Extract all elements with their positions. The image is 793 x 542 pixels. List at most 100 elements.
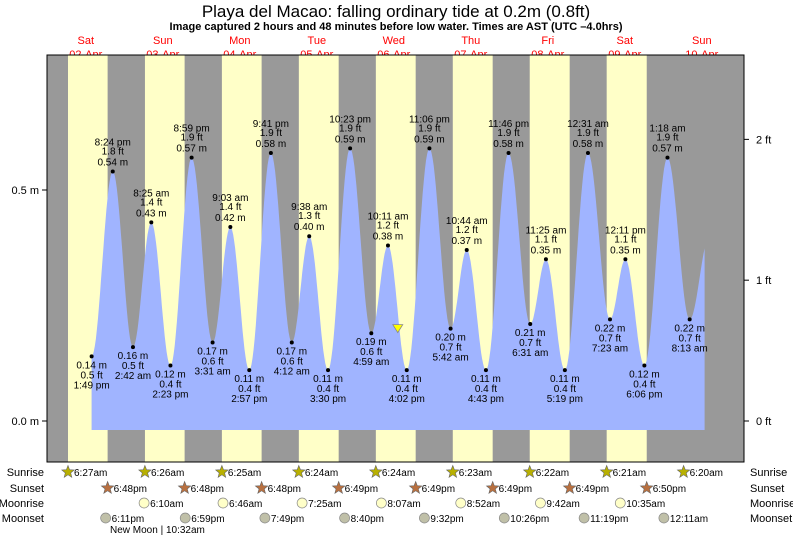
high-tide-point: 11:25 am1.1 ft0.35 m xyxy=(525,225,566,262)
tide-height-m-label: 0.59 m xyxy=(414,134,445,145)
right-axis-label: 1 ft xyxy=(756,275,771,287)
moonrise-time: 8:07am xyxy=(387,499,420,510)
high-tide-point: 9:03 am1.4 ft0.42 m xyxy=(212,193,248,229)
tide-dot xyxy=(369,331,374,336)
tide-height-m-label: 0.11 m xyxy=(550,374,580,385)
tide-height-ft-label: 1.2 ft xyxy=(377,220,399,231)
moonset-time: 6:59pm xyxy=(191,514,224,525)
tide-dot xyxy=(247,368,252,373)
tide-height-ft-label: 0.6 ft xyxy=(281,356,303,367)
tide-height-ft-label: 0.7 ft xyxy=(439,343,461,354)
tide-height-m-label: 0.11 m xyxy=(471,374,501,385)
sunrise-star-icon xyxy=(291,464,306,478)
tide-height-m-label: 0.22 m xyxy=(674,323,705,334)
tide-height-m-label: 0.12 m xyxy=(155,370,186,381)
tide-height-ft-label: 1.9 ft xyxy=(418,123,440,134)
moonset-event: 7:49pm xyxy=(259,512,304,525)
moonrise-icon xyxy=(535,497,546,509)
moonrise-event: 6:46am xyxy=(217,497,262,510)
sunrise-time: 6:24am xyxy=(382,468,415,479)
moonrise-time: 10:35am xyxy=(626,499,665,510)
sunrise-row-label-right: Sunrise xyxy=(750,467,787,479)
tide-time-label: 2:57 pm xyxy=(231,394,267,405)
low-tide-point: 0.21 m0.7 ft6:31 am xyxy=(512,321,548,359)
sunset-time: 6:48pm xyxy=(114,484,147,495)
tide-height-ft-label: 0.4 ft xyxy=(554,384,576,395)
tide-time-label: 10:44 am xyxy=(446,216,488,227)
tide-dot xyxy=(110,169,115,174)
tide-height-ft-label: 0.7 ft xyxy=(599,333,621,344)
tide-time-label: 3:30 pm xyxy=(310,394,346,405)
moonset-time: 9:32pm xyxy=(430,514,463,525)
tide-height-ft-label: 1.1 ft xyxy=(614,234,636,245)
sunrise-time: 6:27am xyxy=(74,468,107,479)
low-tide-point: 0.11 m0.4 ft4:43 pm xyxy=(468,368,504,405)
tide-area xyxy=(91,148,705,430)
day-name: Sat xyxy=(617,35,634,47)
sunrise-star-icon xyxy=(61,464,75,478)
tide-height-m-label: 0.58 m xyxy=(493,139,524,150)
tide-height-ft-label: 1.9 ft xyxy=(577,128,599,139)
tide-height-m-label: 0.35 m xyxy=(610,245,641,256)
tide-height-ft-label: 1.9 ft xyxy=(497,128,519,139)
tide-dot xyxy=(585,151,590,156)
tide-dot xyxy=(385,243,390,248)
high-tide-point: 12:31 am1.9 ft0.58 m xyxy=(567,119,609,156)
current-tide-marker-icon xyxy=(392,324,404,334)
day-name: Wed xyxy=(383,35,405,47)
sunset-time: 6:49pm xyxy=(422,484,455,495)
sunset-event: 6:49pm xyxy=(331,480,378,495)
sunset-event: 6:48pm xyxy=(254,480,301,495)
moonrise-icon xyxy=(375,497,387,509)
moonset-event: 8:40pm xyxy=(339,512,384,525)
tide-time-label: 1:18 am xyxy=(649,124,685,135)
moonset-icon xyxy=(578,512,590,524)
moonset-time: 11:19pm xyxy=(590,514,628,525)
moonrise-icon xyxy=(614,497,626,509)
tide-time-label: 6:31 am xyxy=(512,348,548,359)
tide-time-label: 4:12 am xyxy=(274,366,310,377)
low-tide-point: 0.12 m0.4 ft6:06 pm xyxy=(626,363,662,401)
tide-height-m-label: 0.22 m xyxy=(595,323,626,334)
left-axis-label: 0.5 m xyxy=(11,185,39,197)
low-tide-point: 0.12 m0.4 ft2:23 pm xyxy=(152,363,189,401)
tide-height-m-label: 0.16 m xyxy=(118,351,149,362)
sunrise-event: 6:23am xyxy=(445,464,492,479)
tide-height-m-label: 0.21 m xyxy=(515,328,546,339)
high-tide-point: 8:59 pm1.9 ft0.57 m xyxy=(174,124,210,160)
low-tide-point: 0.22 m0.7 ft8:13 am xyxy=(672,317,708,354)
high-tide-point: 9:41 pm1.9 ft0.58 m xyxy=(253,119,289,156)
moonrise-event: 9:42am xyxy=(535,497,580,510)
moonset-icon xyxy=(658,512,670,524)
tide-time-label: 5:42 am xyxy=(433,353,469,364)
tide-height-m-label: 0.54 m xyxy=(97,158,128,169)
moonrise-event: 8:52am xyxy=(455,497,500,510)
sunrise-time: 6:24am xyxy=(305,468,338,479)
tide-time-label: 9:03 am xyxy=(212,193,248,204)
tide-time-label: 4:43 pm xyxy=(468,394,504,405)
sunrise-star-icon xyxy=(676,464,691,478)
day-name: Fri xyxy=(541,35,554,47)
tide-dot xyxy=(210,340,215,345)
moonset-icon xyxy=(498,512,510,524)
tide-height-ft-label: 1.8 ft xyxy=(102,147,124,158)
sunset-star-icon xyxy=(254,480,269,494)
tide-height-ft-label: 1.4 ft xyxy=(219,202,241,213)
tide-time-label: 8:13 am xyxy=(672,343,708,354)
high-tide-point: 12:11 pm1.1 ft0.35 m xyxy=(605,225,646,262)
tide-height-ft-label: 0.4 ft xyxy=(396,384,418,395)
sunset-event: 6:49pm xyxy=(408,480,455,495)
day-name: Tue xyxy=(308,35,327,47)
moonset-time: 6:11pm xyxy=(112,514,145,525)
moonset-event: 11:19pm xyxy=(578,512,628,525)
tide-dot xyxy=(189,155,194,160)
sunset-star-icon xyxy=(562,480,577,494)
tide-dot xyxy=(665,155,670,160)
moonrise-time: 8:52am xyxy=(467,499,500,510)
high-tide-point: 1:18 am1.9 ft0.57 m xyxy=(649,124,686,160)
low-tide-point: 0.20 m0.7 ft5:42 am xyxy=(433,326,469,364)
tide-height-ft-label: 1.9 ft xyxy=(656,133,678,144)
plot-border xyxy=(46,54,745,463)
tide-time-label: 1:49 pm xyxy=(74,380,110,391)
moon-phase: New Moon | 10:32am xyxy=(110,525,205,536)
